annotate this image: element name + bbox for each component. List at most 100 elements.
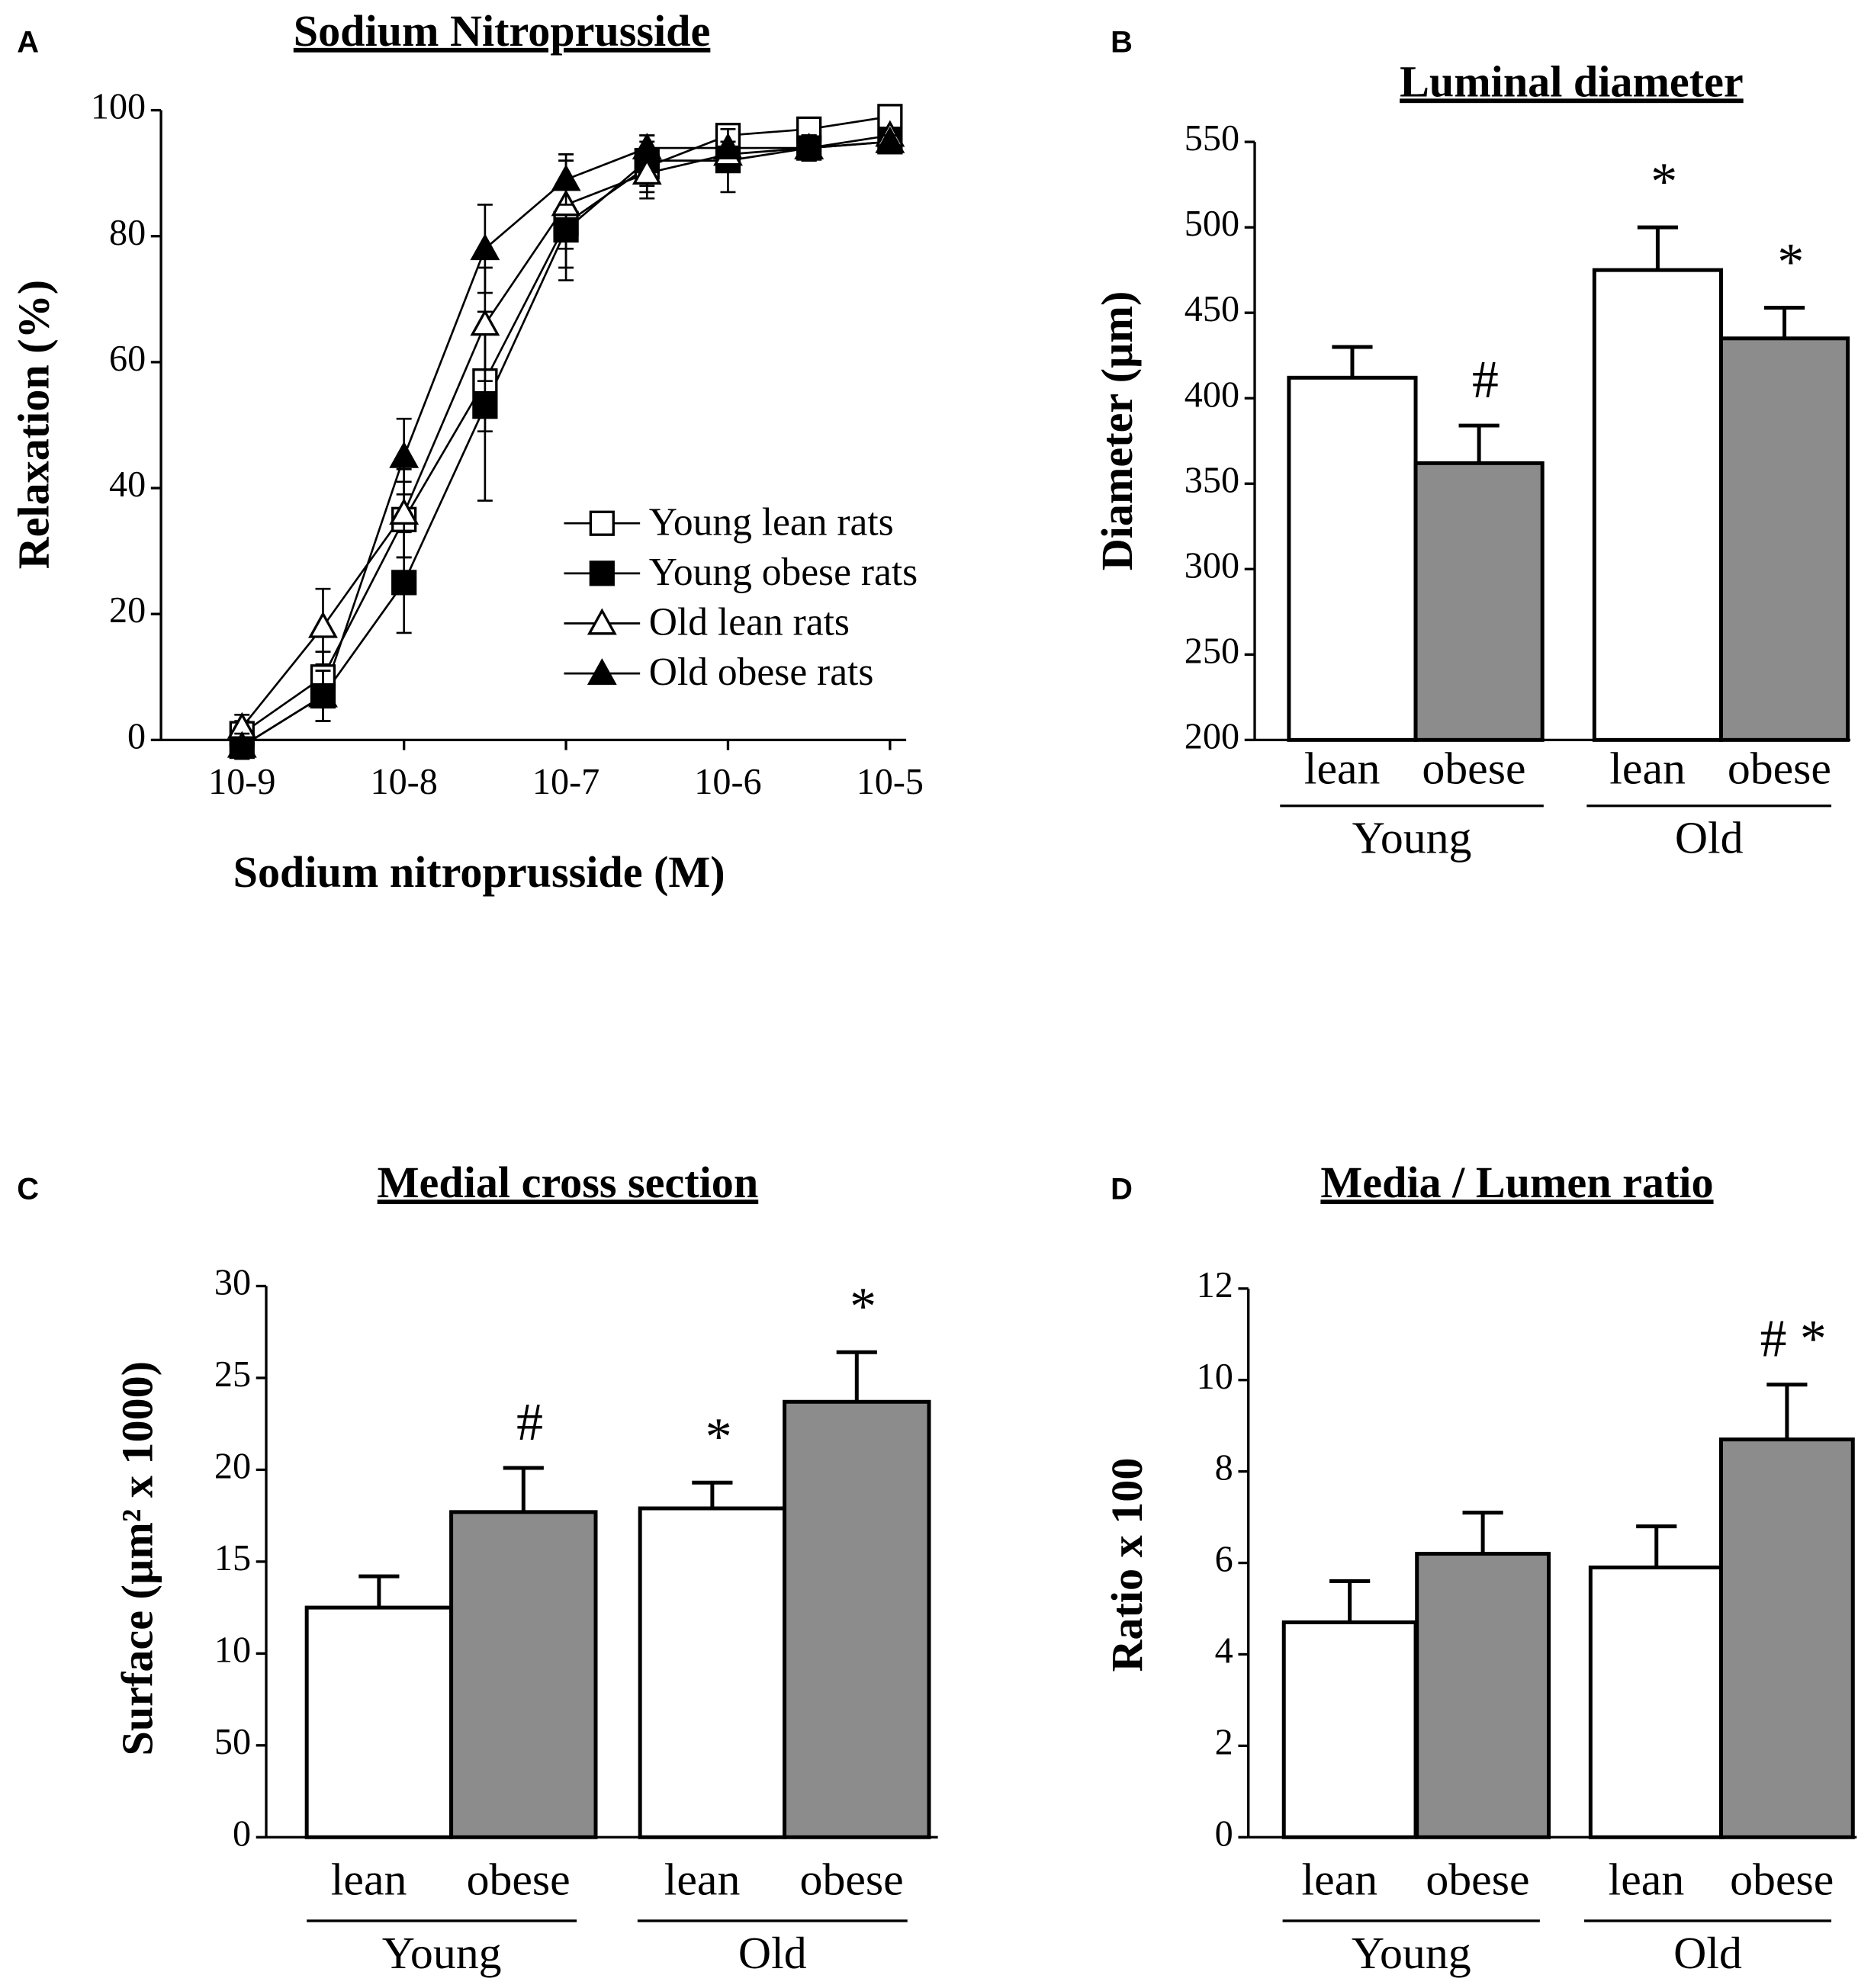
marker [794, 133, 825, 160]
y-tick-label: 15 [214, 1538, 251, 1579]
bar [1588, 1566, 1725, 1839]
group-label: Old [1673, 1928, 1742, 1978]
x-axis-label: Sodium nitroprusside (M) [233, 847, 725, 897]
x-tick-label: 10-8 [371, 762, 438, 802]
legend-marker [589, 510, 615, 536]
error-bar [1462, 1511, 1503, 1554]
category-label: lean [1609, 1854, 1685, 1904]
y-axis-label: Diameter (µm) [1092, 291, 1142, 571]
y-tick-label: 0 [127, 716, 146, 756]
marker [308, 680, 338, 708]
bar [1413, 461, 1545, 742]
annotation: # * [1760, 1310, 1827, 1369]
bar [1592, 268, 1723, 742]
y-tick-label: 4 [1215, 1631, 1233, 1672]
y-tick-label: 30 [214, 1263, 251, 1303]
category-label: obese [1426, 1854, 1529, 1904]
error-bar [1332, 345, 1373, 378]
chart-title: Media / Lumen ratio [1320, 1158, 1713, 1207]
y-axis-label: Ratio x 100 [1102, 1458, 1152, 1672]
y-tick-label: 20 [109, 590, 146, 631]
x-tick-label: 10-6 [694, 762, 761, 802]
marker [470, 309, 500, 336]
error-bar [358, 1574, 400, 1608]
marker [713, 133, 743, 160]
category-label: lean [1302, 1854, 1378, 1904]
marker [470, 233, 500, 261]
error-bar [1458, 423, 1500, 464]
error-bar [1763, 305, 1805, 339]
error-bar [503, 1466, 544, 1512]
panel-letter: D [1111, 1172, 1133, 1206]
y-tick-label: 100 [91, 87, 146, 127]
panel-letter: B [1111, 26, 1133, 59]
y-tick-label: 400 [1185, 374, 1239, 415]
group-label: Young [382, 1928, 502, 1978]
y-tick-label: 300 [1185, 545, 1239, 586]
legend-marker [587, 608, 617, 635]
y-tick-label: 250 [1185, 631, 1239, 671]
category-label: lean [1609, 743, 1686, 793]
y-tick-label: 20 [214, 1446, 251, 1486]
y-tick-label: 10 [1197, 1357, 1233, 1397]
x-tick-label: 10-7 [532, 762, 600, 802]
marker [227, 731, 257, 758]
y-tick-label: 200 [1185, 716, 1239, 756]
annotation: * [1777, 233, 1804, 291]
error-bar [692, 1480, 733, 1509]
error-bar [1637, 225, 1678, 271]
group-label: Old [1675, 813, 1744, 863]
category-label: obese [1422, 743, 1525, 793]
marker [389, 441, 419, 468]
category-label: obese [1730, 1854, 1834, 1904]
y-tick-label: 50 [214, 1722, 251, 1762]
marker [632, 133, 662, 160]
panel-letter: C [17, 1172, 39, 1206]
bar [304, 1605, 454, 1839]
y-axis-label: Surface (µm² x 1000) [113, 1361, 162, 1756]
annotation: # [516, 1393, 543, 1452]
error-bar [1329, 1579, 1371, 1623]
bar [1718, 1437, 1855, 1839]
y-tick-label: 2 [1215, 1722, 1233, 1762]
category-label: lean [1304, 743, 1381, 793]
marker [632, 158, 662, 185]
group-label: Old [738, 1928, 807, 1978]
error-bar [1766, 1383, 1808, 1440]
y-tick-label: 80 [109, 213, 146, 253]
x-tick-label: 10-9 [208, 762, 275, 802]
chart-title: Sodium Nitroprusside [294, 6, 711, 56]
marker [472, 393, 498, 419]
bar [638, 1506, 787, 1839]
bar [1415, 1552, 1551, 1839]
y-axis-label: Relaxation (%) [8, 280, 58, 569]
bar [1718, 336, 1850, 742]
y-tick-label: 6 [1215, 1540, 1233, 1580]
annotation: * [1651, 153, 1677, 211]
annotation: # [1472, 351, 1499, 409]
bar [449, 1510, 598, 1839]
y-tick-label: 25 [214, 1354, 251, 1395]
legend-marker [589, 560, 615, 586]
y-tick-label: 12 [1197, 1265, 1233, 1306]
error-bar [1636, 1524, 1677, 1568]
category-label: obese [467, 1854, 571, 1904]
category-label: obese [1728, 743, 1831, 793]
legend-label: Old lean rats [649, 601, 850, 644]
marker [551, 164, 581, 191]
y-tick-label: 8 [1215, 1448, 1233, 1489]
y-tick-label: 450 [1185, 289, 1239, 329]
bar [1287, 375, 1418, 742]
legend-marker [587, 658, 617, 686]
category-label: obese [800, 1854, 904, 1904]
group-label: Young [1352, 813, 1472, 863]
y-tick-label: 350 [1185, 460, 1239, 500]
bar [1281, 1620, 1418, 1839]
legend-label: Old obese rats [649, 650, 874, 694]
panel-letter: A [17, 26, 39, 59]
y-tick-label: 550 [1185, 118, 1239, 159]
marker [391, 570, 417, 596]
y-tick-label: 10 [214, 1630, 251, 1670]
marker [875, 126, 905, 153]
